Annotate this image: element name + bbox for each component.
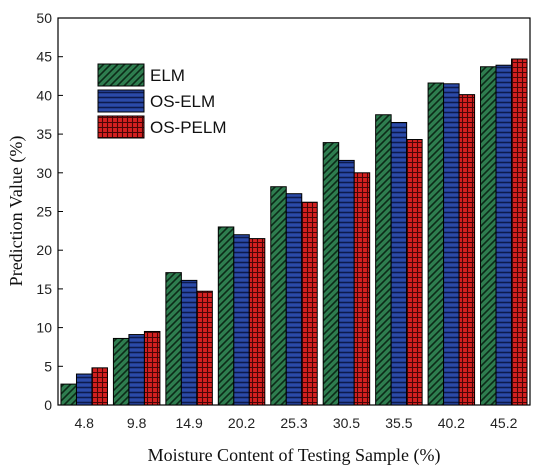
legend-swatch-elm	[97, 63, 145, 87]
y-tick-label: 35	[36, 126, 52, 142]
x-tick-label: 25.3	[280, 415, 307, 431]
bar-os-pelm-4.8	[91, 367, 108, 406]
bar-elm-30.5	[322, 142, 340, 406]
bar-os-pelm-14.9	[196, 290, 213, 406]
plot-area: 0 5 10 15 20 25 30 35 40 45 50 4.8 9.8 14.9 20.2 25.3 3…	[36, 10, 531, 431]
bar-os-pelm-40.2	[458, 94, 476, 406]
bar-os-pelm-45.2	[511, 58, 528, 406]
x-tick-label: 40.2	[438, 415, 465, 431]
bar-os-elm-4.8	[75, 373, 93, 406]
x-tick-label: 4.8	[74, 415, 94, 431]
bar-os-elm-9.8	[128, 334, 145, 406]
bar-elm-20.2	[217, 226, 235, 406]
y-axis: 0 5 10 15 20 25 30 35 40 45 50	[36, 10, 63, 413]
legend-label-elm: ELM	[150, 66, 185, 85]
x-tick-label: 20.2	[228, 415, 255, 431]
bar-elm-40.2	[427, 82, 445, 406]
y-tick-label: 45	[36, 49, 52, 65]
legend: ELM OS-ELM OS-PELM	[97, 63, 227, 139]
bar-elm-35.5	[375, 114, 392, 406]
x-tick-label: 35.5	[385, 415, 412, 431]
bar-elm-9.8	[112, 337, 130, 406]
y-tick-label: 25	[36, 204, 52, 220]
x-tick-label: 30.5	[333, 415, 360, 431]
y-axis-title: Prediction Value (%)	[6, 136, 27, 287]
x-tick-label: 9.8	[127, 415, 147, 431]
bar-os-elm-14.9	[180, 279, 198, 406]
y-tick-label: 15	[36, 281, 52, 297]
bar-elm-4.8	[60, 383, 77, 406]
bar-os-elm-45.2	[495, 64, 513, 406]
y-tick-label: 50	[36, 10, 52, 26]
y-tick-label: 30	[36, 165, 52, 181]
x-tick-label: 45.2	[490, 415, 517, 431]
bar-os-pelm-9.8	[143, 330, 161, 406]
bar-os-elm-20.2	[233, 234, 250, 406]
bar-os-elm-30.5	[338, 159, 355, 406]
x-axis-title: Moisture Content of Testing Sample (%)	[148, 445, 441, 466]
y-tick-label: 10	[36, 320, 52, 336]
bar-elm-45.2	[480, 66, 497, 406]
bar-os-pelm-30.5	[353, 172, 371, 406]
y-tick-label: 5	[44, 358, 52, 374]
bar-os-elm-25.3	[285, 193, 303, 406]
bar-elm-25.3	[270, 186, 287, 406]
x-axis: 4.8 9.8 14.9 20.2 25.3 30.5 35.5 40.2 45.2	[74, 400, 518, 431]
legend-label-os-pelm: OS-PELM	[150, 118, 227, 137]
bar-os-elm-35.5	[390, 121, 408, 406]
bar-os-pelm-20.2	[248, 238, 266, 406]
legend-swatch-os-pelm	[97, 115, 145, 139]
x-tick-label: 14.9	[175, 415, 202, 431]
legend-swatch-os-elm	[97, 89, 145, 113]
bar-os-elm-40.2	[443, 83, 460, 406]
bars	[60, 58, 528, 406]
bar-elm-14.9	[165, 272, 182, 406]
legend-label-os-elm: OS-ELM	[150, 92, 215, 111]
y-tick-label: 20	[36, 242, 52, 258]
y-tick-label: 40	[36, 87, 52, 103]
y-tick-label: 0	[44, 397, 52, 413]
bar-os-pelm-25.3	[301, 201, 318, 406]
bar-os-pelm-35.5	[406, 139, 423, 406]
